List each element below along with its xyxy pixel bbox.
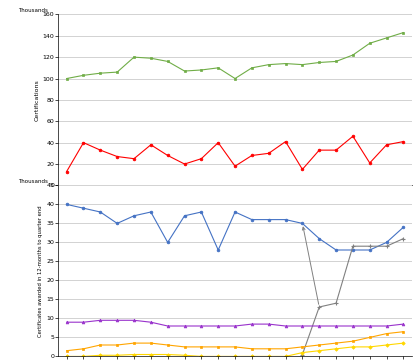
Legend: Quarterly, 12 months to quarter end: Quarterly, 12 months to quarter end [154,237,317,247]
Text: Thousands: Thousands [17,8,47,13]
Y-axis label: Certificates awarded in 12-months to quarter end: Certificates awarded in 12-months to qua… [38,205,43,337]
Text: Thousands: Thousands [17,179,47,184]
Y-axis label: Certifications: Certifications [35,79,40,121]
